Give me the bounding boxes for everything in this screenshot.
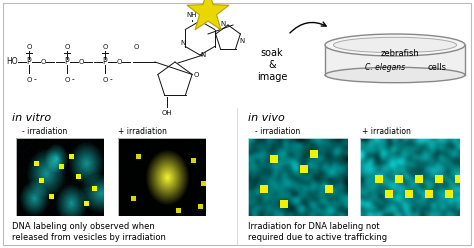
Text: N: N: [201, 52, 206, 58]
Text: O: O: [116, 59, 122, 65]
Text: in vivo: in vivo: [248, 113, 285, 123]
Text: Irradiation for DNA labeling not
required due to active trafficking: Irradiation for DNA labeling not require…: [248, 222, 387, 242]
Text: soak
&
image: soak & image: [257, 48, 287, 82]
Text: N: N: [181, 40, 186, 46]
Text: O: O: [102, 44, 108, 50]
Bar: [360, 138, 460, 216]
Text: cells: cells: [428, 62, 447, 71]
Text: - irradiation: - irradiation: [22, 127, 67, 136]
Text: O: O: [78, 59, 84, 65]
Polygon shape: [187, 0, 229, 30]
Bar: [325, 45, 465, 75]
Text: O: O: [102, 77, 108, 83]
Text: DNA labeling only observed when
released from vesicles by irradiation: DNA labeling only observed when released…: [12, 222, 166, 242]
Text: -: -: [110, 75, 113, 85]
Text: O: O: [133, 44, 139, 50]
Text: N: N: [239, 38, 245, 44]
Text: O: O: [27, 44, 32, 50]
Text: + irradiation: + irradiation: [362, 127, 411, 136]
Text: in vitro: in vitro: [12, 113, 51, 123]
Text: O: O: [193, 72, 199, 78]
Ellipse shape: [333, 37, 456, 53]
Ellipse shape: [325, 67, 465, 83]
Text: N: N: [220, 21, 226, 27]
Text: - irradiation: - irradiation: [255, 127, 300, 136]
Text: P: P: [64, 58, 69, 66]
Text: O: O: [27, 77, 32, 83]
Text: C. elegans: C. elegans: [365, 62, 405, 71]
Text: HO: HO: [6, 58, 18, 66]
Ellipse shape: [325, 34, 465, 56]
Text: -: -: [72, 75, 75, 85]
Bar: [118, 138, 206, 216]
Text: O: O: [64, 44, 70, 50]
Text: O: O: [40, 59, 46, 65]
Text: NH: NH: [187, 12, 197, 18]
Text: P: P: [103, 58, 107, 66]
FancyArrowPatch shape: [290, 22, 326, 33]
Bar: [16, 138, 104, 216]
Text: O: O: [64, 77, 70, 83]
Bar: [248, 138, 348, 216]
Text: zebrafish: zebrafish: [381, 49, 419, 58]
Text: + irradiation: + irradiation: [118, 127, 167, 136]
Text: OH: OH: [162, 110, 173, 116]
Text: -: -: [34, 75, 37, 85]
Text: 2: 2: [197, 5, 201, 10]
Text: P: P: [27, 58, 31, 66]
